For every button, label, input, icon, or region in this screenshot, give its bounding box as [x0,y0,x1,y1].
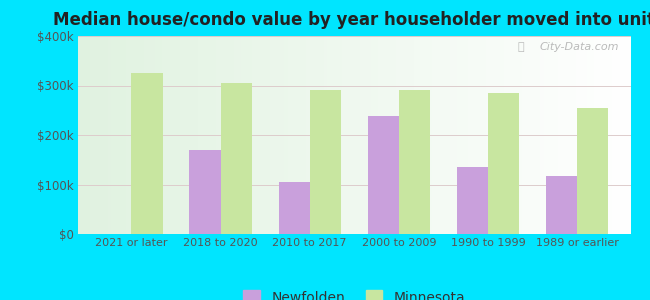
Bar [457,167,488,234]
Bar [189,150,220,234]
Bar [131,73,162,234]
Bar [189,150,220,234]
Legend: Newfolden, Minnesota: Newfolden, Minnesota [238,284,471,300]
Bar [220,83,252,234]
Bar [577,108,608,234]
Bar [546,176,577,234]
Text: ⓘ: ⓘ [517,42,524,52]
Bar [577,108,608,234]
Bar [278,182,309,234]
Bar [399,90,430,234]
Bar [399,90,430,234]
Bar [457,167,488,234]
Bar [546,176,577,234]
Bar [488,93,519,234]
Title: Median house/condo value by year householder moved into unit: Median house/condo value by year househo… [53,11,650,29]
Bar [220,83,252,234]
Bar [278,182,309,234]
Bar [368,116,399,234]
Bar [368,116,399,234]
Text: City-Data.com: City-Data.com [540,42,619,52]
Bar [309,90,341,234]
Bar [309,90,341,234]
Bar [488,93,519,234]
Bar [131,73,162,234]
